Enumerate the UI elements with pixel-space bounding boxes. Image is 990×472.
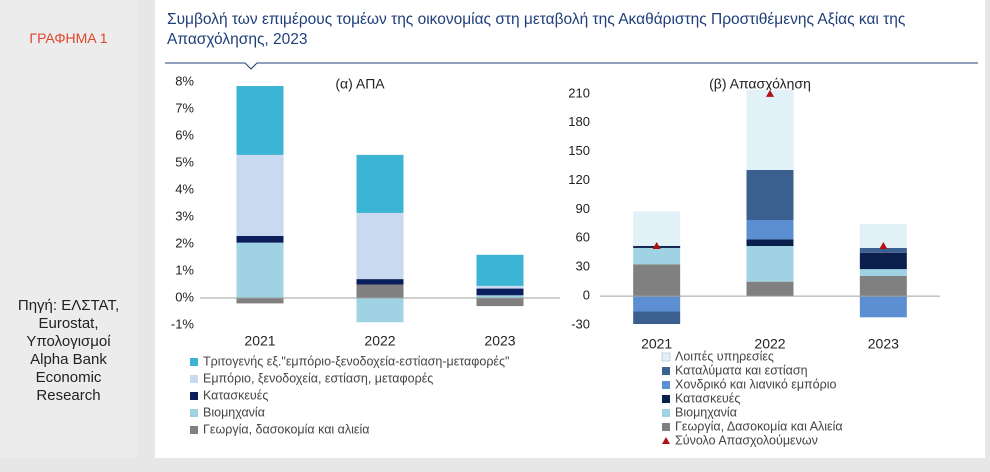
legend-label: Γεωργία, δασοκομία και αλιεία	[203, 422, 370, 436]
bar-segment	[746, 246, 794, 282]
source: Πηγή: ΕΛΣΤΑΤ, Eurostat, Υπολογισμοί Alph…	[0, 297, 137, 405]
y-tick-label: 4%	[175, 181, 194, 196]
bar-segment	[236, 86, 284, 155]
legend-swatch	[662, 367, 670, 375]
source-line: Research	[36, 387, 101, 404]
y-tick-label: 7%	[175, 100, 194, 115]
legend-swatch	[190, 426, 198, 434]
x-tick-label: 2022	[364, 333, 395, 349]
chart-subtitle: (β) Απασχόληση	[709, 76, 811, 92]
x-tick-label: 2022	[754, 336, 785, 352]
bar-segment	[356, 279, 404, 285]
x-tick-label: 2023	[868, 336, 899, 352]
legend-marker	[662, 437, 670, 444]
source-line: Πηγή: ΕΛΣΤΑΤ,	[17, 297, 120, 314]
bar-segment	[746, 239, 794, 247]
y-tick-label: 210	[568, 85, 590, 100]
legend-label: Λοιπές υπηρεσίες	[675, 349, 774, 363]
legend-label: Καταλύματα και εστίαση	[675, 363, 808, 377]
bar-segment	[746, 220, 794, 240]
legend-swatch	[662, 381, 670, 389]
legend-label: Τριτογενής εξ."εμπόριο-ξενοδοχεία-εστίασ…	[203, 354, 509, 368]
y-tick-label: 0	[583, 288, 590, 303]
y-tick-label: 180	[568, 114, 590, 129]
x-tick-label: 2023	[484, 333, 515, 349]
y-tick-label: 0%	[175, 289, 194, 304]
y-tick-label: 5%	[175, 154, 194, 169]
y-tick-label: -30	[571, 316, 590, 331]
bar-segment	[356, 212, 404, 280]
bar-segment	[859, 275, 907, 297]
bar-segment	[633, 311, 681, 325]
y-tick-label: 2%	[175, 235, 194, 250]
bar-segment	[476, 295, 524, 298]
total-marker	[652, 242, 661, 250]
y-tick-label: 30	[576, 259, 590, 274]
y-tick-label: 8%	[175, 73, 194, 88]
x-tick-label: 2021	[641, 336, 672, 352]
bar-segment	[859, 269, 907, 276]
legend-swatch	[661, 352, 671, 362]
source-line: Economic	[35, 369, 102, 386]
legend-swatch	[190, 358, 198, 366]
total-marker	[766, 89, 774, 97]
y-tick-label: 150	[568, 143, 590, 158]
bar-segment	[476, 298, 524, 307]
legend-label: Βιομηχανία	[203, 405, 265, 419]
y-tick-label: 1%	[175, 262, 194, 277]
legend-swatch	[662, 423, 670, 431]
figure-label: ΓΡΑΦΗΜΑ 1	[29, 30, 108, 46]
bar-segment	[476, 288, 524, 296]
bar-segment	[746, 89, 794, 170]
y-tick-label: 90	[576, 201, 590, 216]
bar-segment	[236, 298, 284, 304]
legend-label: Βιομηχανία	[675, 405, 737, 419]
legend-swatch	[190, 409, 198, 417]
bar-segment	[476, 254, 524, 286]
legend-label: Χονδρικό και λιανικό εμπόριο	[675, 377, 837, 391]
bar-segment	[236, 235, 284, 243]
total-marker	[879, 242, 888, 250]
y-tick-label: 3%	[175, 208, 194, 223]
y-tick-label: 120	[568, 172, 590, 187]
legend-label: Γεωργία, Δασοκομία και Αλιεία	[675, 419, 843, 433]
bar-segment	[356, 154, 404, 213]
legend-swatch	[190, 375, 198, 383]
legend-label: Εμπόριο, ξενοδοχεία, εστίαση, μεταφορές	[203, 371, 433, 385]
title: Συμβολή των επιμέρους τομέων της οικονομ…	[167, 11, 906, 48]
title-rule	[165, 62, 978, 70]
bar-segment	[356, 298, 404, 323]
bar-segment	[476, 285, 524, 289]
bar-segment	[859, 252, 907, 270]
bar-segment	[633, 211, 681, 247]
legend-swatch	[190, 392, 198, 400]
y-tick-label: -1%	[171, 316, 195, 331]
source-line: Eurostat,	[38, 315, 99, 332]
bar-segment	[859, 296, 907, 318]
bar-segment	[633, 264, 681, 297]
main-panel	[155, 0, 985, 458]
chart-subtitle: (α) ΑΠΑ	[335, 76, 385, 92]
bar-segment	[236, 154, 284, 236]
legend-swatch	[662, 395, 670, 403]
y-tick-label: 6%	[175, 127, 194, 142]
source-line: Υπολογισμοί	[26, 333, 111, 350]
bar-segment	[859, 247, 907, 253]
legend-swatch	[662, 409, 670, 417]
source-line: Alpha Bank	[30, 351, 107, 368]
bar-segment	[746, 281, 794, 297]
x-tick-label: 2021	[244, 333, 275, 349]
bar-segment	[356, 284, 404, 298]
bar-segment	[633, 247, 681, 265]
sidebar	[0, 0, 137, 458]
bar-segment	[236, 242, 284, 298]
legend-label: Κατασκευές	[203, 388, 268, 402]
legend-label: Σύνολο Απασχολούμενων	[675, 433, 818, 447]
y-tick-label: 60	[576, 230, 590, 245]
legend-label: Κατασκευές	[675, 391, 740, 405]
bar-segment	[633, 296, 681, 312]
bar-segment	[746, 169, 794, 221]
